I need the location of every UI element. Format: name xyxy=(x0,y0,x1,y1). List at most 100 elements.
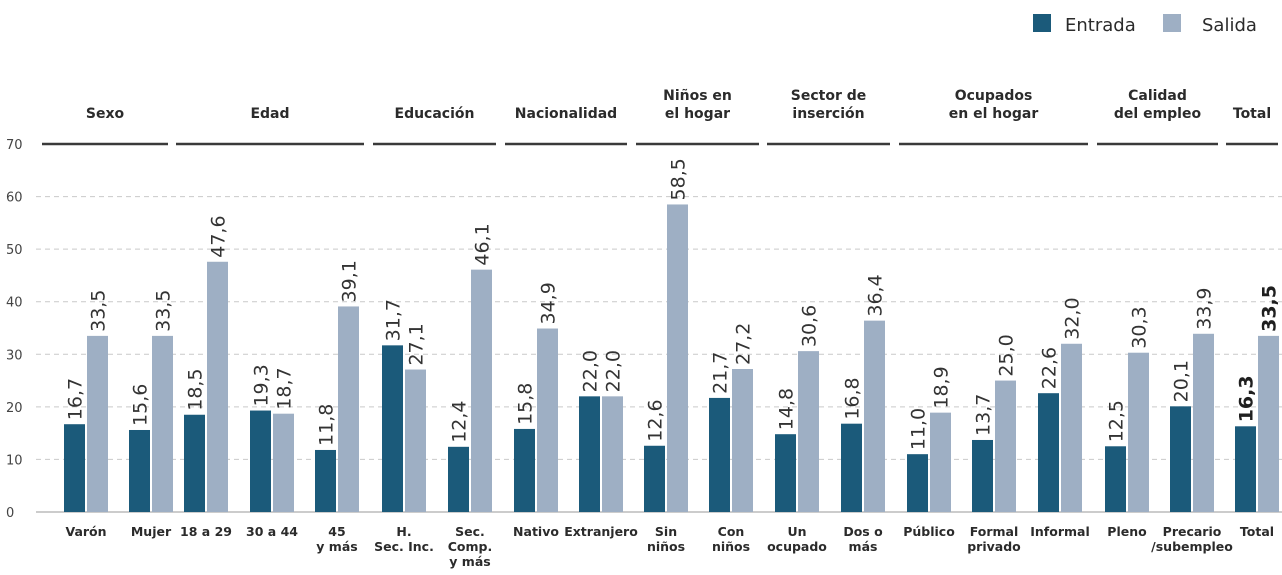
bar-entrada xyxy=(250,410,271,512)
data-label-entrada: 15,6 xyxy=(130,384,152,426)
bar-salida xyxy=(152,335,173,512)
bar-salida xyxy=(405,369,426,512)
group-label: Ocupados xyxy=(955,88,1033,104)
group-label: Sexo xyxy=(86,106,125,122)
data-label-salida: 33,5 xyxy=(88,290,110,332)
legend-label-entrada: Entrada xyxy=(1065,15,1136,36)
data-label-entrada: 14,8 xyxy=(776,388,798,430)
data-label-entrada: 12,6 xyxy=(645,399,667,441)
legend-swatch-salida xyxy=(1163,14,1181,32)
bar-entrada xyxy=(514,428,535,512)
bar-salida xyxy=(1128,352,1149,512)
data-label-salida: 30,3 xyxy=(1129,306,1151,348)
grid xyxy=(36,196,1282,513)
data-label-salida: 33,5 xyxy=(153,290,175,332)
group-label: Nacionalidad xyxy=(515,106,617,122)
category-label: Pleno xyxy=(1107,524,1147,539)
data-label-salida: 27,1 xyxy=(406,323,428,365)
bar-salida xyxy=(273,413,294,512)
group-label: inserción xyxy=(792,106,864,122)
group-label: Educación xyxy=(395,106,475,122)
category-label: Formal xyxy=(970,524,1019,539)
bar-salida xyxy=(732,369,753,512)
y-tick-label: 70 xyxy=(6,138,23,153)
bar-entrada xyxy=(184,414,205,512)
category-label: Dos o xyxy=(843,524,883,539)
category-label: Comp. xyxy=(448,539,492,554)
category-label: 30 a 44 xyxy=(246,524,298,539)
category-label: Público xyxy=(903,524,955,539)
bar-entrada xyxy=(775,434,796,512)
data-label-salida: 30,6 xyxy=(799,305,821,347)
y-axis: 0 10 20 30 40 50 60 70 xyxy=(6,138,23,521)
category-label: más xyxy=(849,539,878,554)
bar-entrada xyxy=(1105,446,1126,512)
category-label: Un xyxy=(787,524,806,539)
category-label: 18 a 29 xyxy=(180,524,232,539)
bar-entrada xyxy=(1170,406,1191,512)
data-label-entrada: 20,1 xyxy=(1171,360,1193,402)
data-label-salida: 46,1 xyxy=(472,223,494,265)
data-label-salida: 36,4 xyxy=(865,274,887,316)
bar-entrada xyxy=(448,446,469,512)
data-label-salida: 34,9 xyxy=(538,282,560,324)
data-label-entrada: 18,5 xyxy=(185,368,207,410)
data-label-entrada: 12,4 xyxy=(449,400,471,442)
bar-entrada xyxy=(709,397,730,512)
category-label: /subempleo xyxy=(1151,539,1233,554)
bar-entrada xyxy=(129,429,150,512)
data-label-entrada: 22,0 xyxy=(580,350,602,392)
category-label: Varón xyxy=(65,524,106,539)
y-tick-label: 50 xyxy=(6,243,23,258)
category-label: H. xyxy=(396,524,411,539)
group-label: el hogar xyxy=(665,106,730,122)
category-label: Sec. Inc. xyxy=(374,539,434,554)
category-label: y más xyxy=(449,554,490,569)
group-label: en el hogar xyxy=(949,106,1039,122)
data-label-entrada: 22,6 xyxy=(1039,347,1061,389)
data-label-salida: 18,7 xyxy=(274,367,296,409)
category-label: Total xyxy=(1240,524,1274,539)
bar-salida xyxy=(338,306,359,512)
bar-entrada xyxy=(579,396,600,512)
group-label: Edad xyxy=(250,106,289,122)
data-label-salida: 27,2 xyxy=(733,323,755,365)
data-label-salida: 22,0 xyxy=(603,350,625,392)
bars: 16,7 33,5 15,6 33,5 18,5 47,6 19,3 18,7 11,8 39,1… xyxy=(64,158,1281,512)
category-label: Nativo xyxy=(513,524,559,539)
bar-salida xyxy=(1258,335,1279,512)
category-label: ocupado xyxy=(767,539,827,554)
y-tick-label: 20 xyxy=(6,401,23,416)
data-label-salida: 39,1 xyxy=(339,260,361,302)
legend-swatch-entrada xyxy=(1033,14,1051,32)
bar-entrada xyxy=(972,439,993,512)
y-tick-label: 10 xyxy=(6,453,23,468)
bar-salida xyxy=(537,328,558,512)
bar-salida xyxy=(995,380,1016,512)
category-label: Sec. xyxy=(455,524,485,539)
category-label: Mujer xyxy=(131,524,172,539)
data-label-entrada: 13,7 xyxy=(973,394,995,436)
legend-label-salida: Salida xyxy=(1202,15,1257,36)
category-label: niños xyxy=(712,539,750,554)
bar-entrada xyxy=(907,454,928,512)
bar-salida xyxy=(471,269,492,512)
category-label: Con xyxy=(718,524,745,539)
y-tick-label: 30 xyxy=(6,348,23,363)
y-tick-label: 0 xyxy=(6,506,14,521)
data-label-entrada: 11,8 xyxy=(316,404,338,446)
category-label: Informal xyxy=(1030,524,1090,539)
bar-entrada xyxy=(64,424,85,512)
group-label: Niños en xyxy=(663,88,732,104)
data-label-entrada: 11,0 xyxy=(908,408,930,450)
category-label: privado xyxy=(967,539,1021,554)
y-tick-label: 40 xyxy=(6,296,23,311)
category-label: niños xyxy=(647,539,685,554)
data-label-entrada: 12,5 xyxy=(1106,400,1128,442)
data-label-salida: 58,5 xyxy=(668,158,690,200)
group-label: Total xyxy=(1233,106,1271,122)
data-label-entrada: 16,7 xyxy=(65,378,87,420)
category-label: Sin xyxy=(655,524,677,539)
bar-entrada xyxy=(382,345,403,512)
